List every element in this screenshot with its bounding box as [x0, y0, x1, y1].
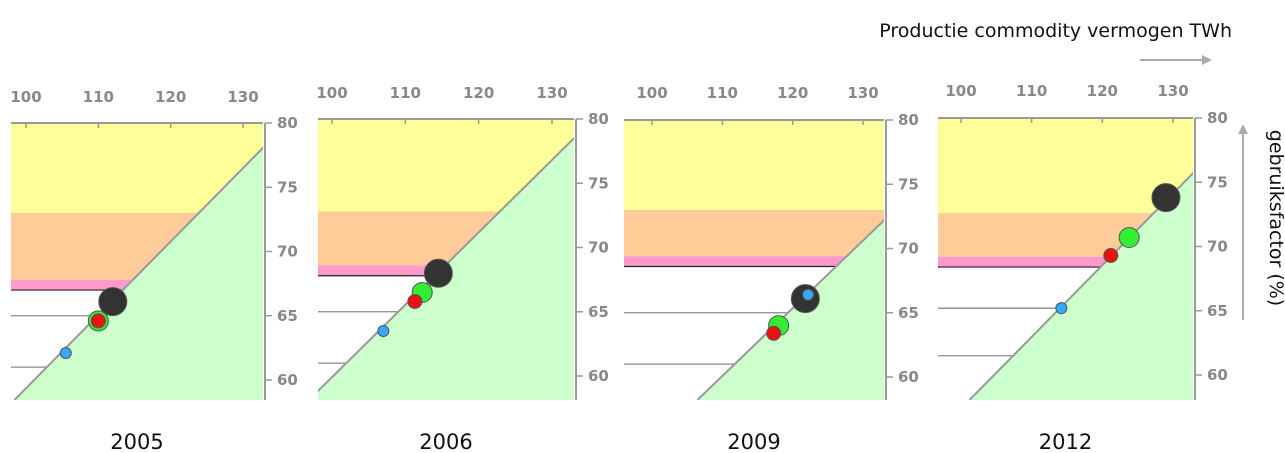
x-tick-label: 130 — [1157, 82, 1188, 100]
y-axis-title: gebruiksfactor (%) — [1265, 130, 1285, 306]
panel-year-label: 2006 — [419, 430, 472, 453]
y-tick-label: 80 — [1207, 109, 1228, 127]
x-tick-label: 100 — [316, 84, 347, 102]
y-tick-label: 75 — [277, 178, 298, 196]
y-tick-label: 70 — [277, 243, 298, 261]
panel-year-label: 2009 — [727, 430, 780, 453]
panel-2005: 100 110 120 130 60 65 70 75 80 2005 — [10, 88, 298, 453]
red-point — [1103, 247, 1119, 263]
y-tick-label: 60 — [277, 371, 298, 389]
pink-band — [938, 256, 1193, 268]
x-axis-title: Productie commodity vermogen TWh — [879, 20, 1232, 42]
x-tick-label: 120 — [463, 84, 494, 102]
x-tick-label: 100 — [10, 88, 41, 106]
x-tick-label: 110 — [390, 84, 421, 102]
y-tick-label: 75 — [588, 174, 609, 192]
blue-point — [1055, 302, 1068, 315]
red-point — [766, 325, 782, 341]
y-tick-label: 65 — [1207, 302, 1228, 320]
plot-area — [938, 118, 1193, 400]
x-tick-label: 110 — [707, 84, 738, 102]
orange-band — [624, 209, 884, 257]
blue-point — [802, 288, 815, 301]
y-tick-label: 65 — [588, 303, 609, 321]
x-tick-label: 110 — [1016, 82, 1047, 100]
y-tick-label: 60 — [898, 368, 919, 386]
panel-year-label: 2005 — [110, 430, 163, 453]
x-tick-label: 110 — [83, 88, 114, 106]
red-point — [407, 293, 423, 309]
black-point — [98, 287, 128, 317]
black-point — [1151, 183, 1181, 213]
pink-band — [624, 256, 884, 267]
plot-area — [624, 120, 884, 400]
x-tick-label: 120 — [777, 84, 808, 102]
yellow-band — [938, 118, 1193, 214]
panel-2006: 100 110 120 130 60 65 70 75 80 2006 — [316, 84, 609, 453]
capacity-line — [13, 146, 263, 400]
y-tick-label: 70 — [588, 239, 609, 257]
y-tick-label: 65 — [898, 304, 919, 322]
green-point — [1118, 227, 1140, 249]
blue-point — [59, 347, 72, 360]
y-tick-label: 70 — [1207, 238, 1228, 256]
plot-area — [11, 123, 263, 400]
black-point — [423, 258, 453, 288]
capacity-line — [696, 218, 884, 400]
y-tick-label: 80 — [588, 110, 609, 128]
y-tick-label: 80 — [277, 114, 298, 132]
panel-2012: 100 110 120 130 60 65 70 75 80 2012 — [938, 82, 1228, 453]
x-tick-label: 130 — [847, 84, 878, 102]
y-tick-label: 60 — [1207, 366, 1228, 384]
yellow-band — [624, 120, 884, 210]
panel-2009: 100 110 120 130 60 65 70 75 80 2009 — [624, 84, 919, 453]
chart-panels: 100 110 120 130 60 65 70 75 80 2005 100 110 120 130 60… — [10, 82, 1228, 453]
x-tick-label: 130 — [227, 88, 258, 106]
y-tick-label: 75 — [1207, 173, 1228, 191]
x-tick-label: 120 — [1087, 82, 1118, 100]
panel-year-label: 2012 — [1039, 430, 1092, 453]
x-tick-label: 120 — [155, 88, 186, 106]
y-tick-label: 80 — [898, 111, 919, 129]
x-tick-label: 100 — [945, 82, 976, 100]
y-tick-label: 75 — [898, 175, 919, 193]
y-tick-label: 70 — [898, 240, 919, 258]
blue-point — [377, 325, 390, 338]
red-point — [90, 313, 106, 329]
y-tick-label: 60 — [588, 367, 609, 385]
plot-area — [318, 119, 574, 400]
y-tick-label: 65 — [277, 307, 298, 325]
x-tick-label: 100 — [636, 84, 667, 102]
x-tick-label: 130 — [536, 84, 567, 102]
